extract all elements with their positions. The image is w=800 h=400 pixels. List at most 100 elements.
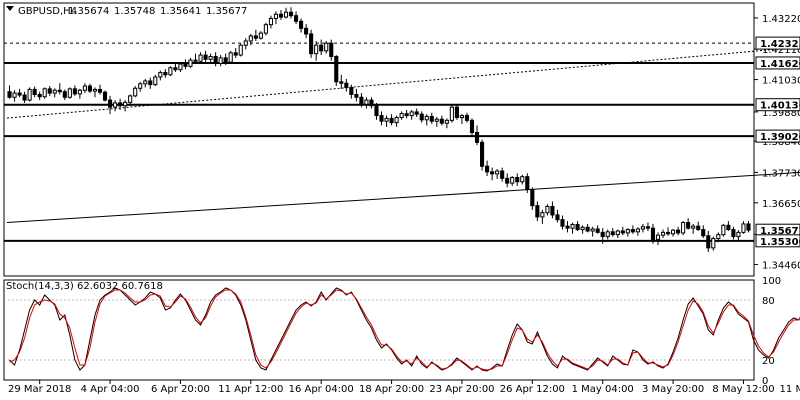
candle-bear	[62, 91, 67, 98]
candle-bear	[439, 118, 444, 124]
candle-bear	[22, 94, 27, 101]
candle-bear	[253, 35, 258, 39]
candle-bull	[590, 228, 595, 232]
x-tick-label: 16 Apr 04:00	[289, 384, 354, 395]
candle-bear	[17, 92, 22, 96]
candle-bear	[620, 230, 625, 234]
candle-bear	[349, 86, 354, 95]
candle-bull	[143, 80, 148, 85]
candle-bear	[565, 225, 570, 229]
candle-bear	[359, 96, 364, 105]
dotted-trend-line	[6, 46, 800, 119]
candle-bull	[615, 230, 620, 236]
candle-bull	[510, 176, 515, 184]
candle-bull	[67, 88, 72, 98]
x-tick-label: 29 Mar 2018	[8, 384, 71, 395]
candle-bear	[47, 88, 52, 94]
candle-bear	[97, 88, 103, 93]
candle-bull	[399, 113, 404, 119]
candle-bull	[520, 176, 525, 183]
candle-bull	[671, 229, 676, 235]
candle-bull	[138, 83, 143, 89]
candle-bear	[645, 226, 651, 229]
price-tag-label: 1.35300	[760, 237, 800, 248]
candle-bear	[304, 27, 309, 35]
candle-bull	[178, 63, 183, 71]
price-tick-label: 1.37730	[762, 168, 800, 179]
candle-bull	[741, 223, 746, 233]
candle-bear	[525, 176, 530, 191]
candle-bull	[52, 89, 57, 94]
candle-bear	[173, 67, 178, 71]
candle-bull	[168, 67, 173, 76]
candle-bull	[449, 106, 454, 121]
candle-bull	[540, 212, 545, 218]
candle-bull	[268, 17, 273, 26]
candle-bear	[726, 224, 731, 231]
candle-bear	[7, 91, 12, 98]
ohlc-close: 1.35677	[206, 6, 247, 17]
candle-bear	[404, 113, 409, 117]
candle-bull	[188, 59, 193, 67]
candle-bear	[233, 52, 238, 56]
candle-bull	[42, 88, 47, 98]
candle-bear	[490, 171, 495, 175]
candle-bear	[203, 54, 208, 60]
candle-bear	[429, 115, 434, 122]
candle-bear	[630, 229, 635, 233]
candle-bear	[555, 214, 560, 221]
candle-bull	[92, 88, 98, 92]
stoch-tick-label: 80	[762, 296, 775, 307]
price-panel-frame	[3, 2, 755, 277]
candle-bear	[288, 11, 294, 17]
candle-bear	[600, 231, 605, 238]
price-tag-box	[755, 36, 800, 50]
candle-bear	[610, 231, 615, 236]
candle-bull	[640, 226, 645, 230]
x-tick-label: 6 Apr 20:00	[151, 384, 210, 395]
candle-bull	[570, 223, 575, 229]
candle-bear	[706, 235, 711, 249]
candle-bull	[545, 205, 550, 214]
candle-bull	[711, 238, 716, 249]
candle-bear	[701, 229, 706, 237]
solid-trend-line	[6, 171, 800, 224]
candle-bear	[550, 205, 555, 216]
price-tick-label: 1.43220	[762, 14, 800, 25]
candle-bear	[731, 229, 736, 238]
candle-bear	[354, 93, 359, 98]
candle-bear	[505, 177, 510, 184]
candle-bear	[595, 228, 600, 233]
candle-bear	[585, 226, 590, 232]
candle-bear	[500, 170, 505, 179]
price-tick-label: 1.38840	[762, 137, 800, 148]
candle-bull	[324, 42, 329, 52]
price-tick-label: 1.41030	[762, 76, 800, 87]
candle-bear	[535, 205, 540, 218]
candle-bear	[329, 42, 334, 57]
x-tick-label: 3 May 20:00	[642, 384, 704, 395]
candle-bear	[223, 57, 228, 63]
price-tick-label: 1.39880	[762, 108, 800, 119]
price-tag-box	[755, 98, 800, 112]
candle-bear	[107, 99, 113, 108]
ohlc-high: 1.35748	[114, 6, 155, 17]
candle-bull	[273, 13, 279, 19]
candle-bull	[82, 85, 87, 91]
candle-bear	[575, 223, 580, 231]
candle-bear	[379, 115, 384, 122]
candle-bear	[72, 88, 77, 95]
candle-bull	[228, 52, 233, 63]
candle-bear	[293, 15, 299, 22]
candle-bull	[218, 57, 223, 65]
stoch-tick-label: 0	[762, 376, 768, 387]
candle-bear	[454, 106, 459, 119]
candle-bull	[716, 234, 721, 240]
candle-bear	[183, 63, 188, 67]
candle-bear	[389, 117, 394, 124]
candle-bear	[676, 229, 681, 234]
x-tick-label: 11 May 04:00	[780, 384, 800, 395]
candle-bull	[128, 95, 133, 103]
candle-bull	[133, 87, 138, 97]
candle-bear	[334, 55, 339, 83]
